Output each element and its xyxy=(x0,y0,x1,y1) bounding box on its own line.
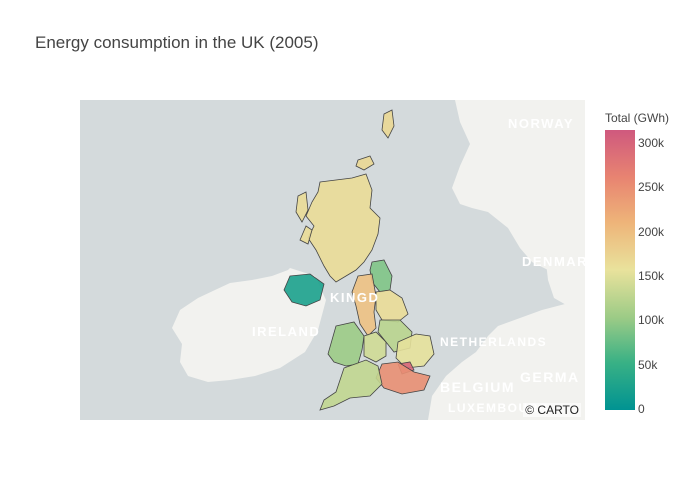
chart-title: Energy consumption in the UK (2005) xyxy=(35,33,319,52)
region-scotland-islands[interactable] xyxy=(295,191,313,245)
map-label-germany: GERMA xyxy=(520,369,580,385)
region-scotland[interactable] xyxy=(305,173,381,283)
region-orkney[interactable] xyxy=(355,155,375,171)
map-svg[interactable]: NORWAY DENMAR IRELAND NETHERLANDS BELGIU… xyxy=(80,100,585,420)
region-south-west[interactable] xyxy=(319,359,383,411)
colorbar-tick-250k: 250k xyxy=(638,180,665,194)
scandinavia-land xyxy=(452,100,585,270)
colorbar-tick-50k: 50k xyxy=(638,358,658,372)
continent-land xyxy=(428,300,585,420)
ireland-land xyxy=(172,268,326,382)
colorbar-legend: Total (GWh) 0 50k 100k 150k 200k 250k 30… xyxy=(600,108,690,428)
region-shetland[interactable] xyxy=(381,109,395,139)
map-label-norway: NORWAY xyxy=(508,116,574,131)
map-label-ireland: IRELAND xyxy=(252,324,320,339)
map-attribution[interactable]: © CARTO xyxy=(523,403,581,417)
colorbar-tick-100k: 100k xyxy=(638,313,665,327)
colorbar-gradient xyxy=(605,130,635,410)
colorbar-tick-0: 0 xyxy=(638,402,645,416)
map-label-kingdom: KINGD xyxy=(330,290,379,305)
region-west-midlands[interactable] xyxy=(363,331,387,363)
colorbar-title: Total (GWh) xyxy=(605,111,670,125)
region-northern-ireland[interactable] xyxy=(283,273,325,307)
region-north-west[interactable] xyxy=(351,273,377,337)
region-yorkshire[interactable] xyxy=(375,289,409,323)
map-label-luxembourg: LUXEMBOURG xyxy=(448,401,550,415)
map-label-netherlands: NETHERLANDS xyxy=(440,335,547,349)
map-label-belgium: BELGIUM xyxy=(440,379,515,395)
denmark-land xyxy=(546,240,585,306)
map-area[interactable]: NORWAY DENMAR IRELAND NETHERLANDS BELGIU… xyxy=(80,100,585,420)
region-east-of-england[interactable] xyxy=(395,333,435,369)
colorbar-tick-300k: 300k xyxy=(638,136,665,150)
map-label-denmark: DENMAR xyxy=(522,254,585,269)
colorbar-tick-150k: 150k xyxy=(638,269,665,283)
colorbar-tick-200k: 200k xyxy=(638,225,665,239)
colorbar xyxy=(605,130,635,410)
